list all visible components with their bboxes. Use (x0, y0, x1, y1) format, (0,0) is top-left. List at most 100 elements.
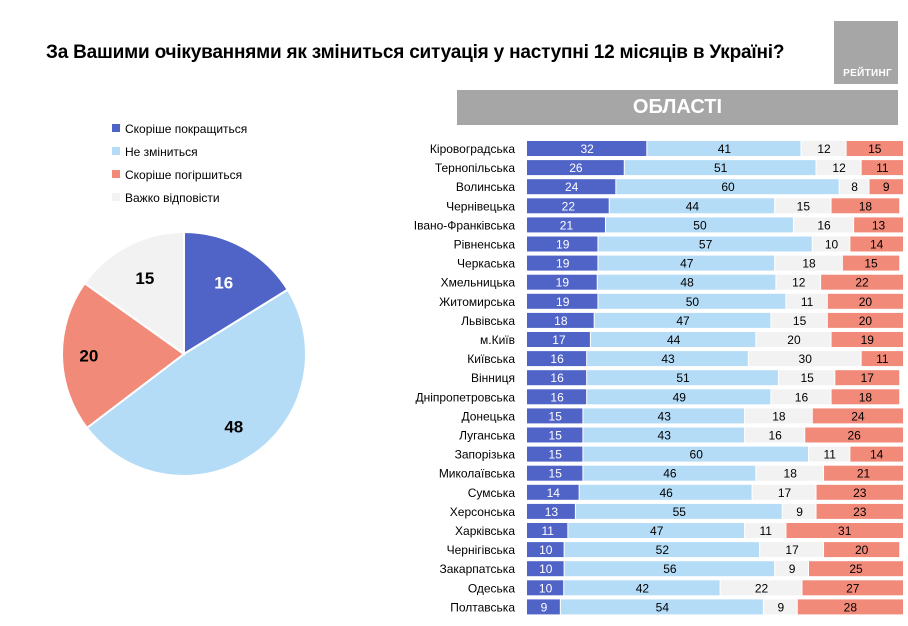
bar-segment (583, 427, 745, 443)
bar-value-label: 50 (686, 295, 700, 309)
bar-segment (835, 370, 900, 386)
bar-value-label: 18 (554, 314, 568, 328)
legend-item: Скоріше погіршиться (112, 167, 247, 190)
bar-segment (816, 484, 903, 500)
bar-segment (821, 274, 903, 290)
bar-value-label: 43 (661, 352, 675, 366)
bar-value-label: 22 (755, 581, 769, 595)
bar-segment (778, 370, 835, 386)
bar-value-label: 47 (680, 257, 694, 271)
bar-value-label: 20 (859, 314, 873, 328)
bar-value-label: 15 (868, 142, 882, 156)
legend-item: Не зміниться (112, 144, 247, 167)
bar-segment (560, 599, 763, 615)
bar-segment (583, 446, 808, 462)
bar-value-label: 21 (560, 218, 574, 232)
bar-value-label: 15 (549, 467, 563, 481)
bar-segment (809, 446, 850, 462)
bar-segment (527, 523, 568, 538)
pie-slice (83, 230, 185, 356)
bar-value-label: 14 (870, 448, 884, 462)
bar-segment (786, 293, 827, 309)
pie-slice (183, 230, 290, 356)
bar-segment (583, 465, 756, 481)
row-label: Донецька (461, 409, 515, 423)
bar-segment (527, 389, 587, 405)
row-label: Харківська (455, 524, 515, 538)
bar-segment (824, 465, 903, 481)
bar-value-label: 55 (673, 505, 687, 519)
bar-value-label: 20 (859, 295, 873, 309)
bar-value-label: 41 (718, 142, 732, 156)
bar-segment (527, 351, 587, 367)
bar-value-label: 47 (676, 314, 690, 328)
bar-segment (609, 198, 775, 214)
bar-value-label: 49 (673, 390, 687, 404)
row-label: Рівненська (454, 238, 516, 252)
bar-segment (831, 332, 903, 347)
bar-segment (816, 503, 903, 519)
bar-segment (527, 179, 616, 195)
bar-value-label: 50 (693, 218, 707, 232)
bar-value-label: 9 (883, 180, 890, 194)
bar-value-label: 19 (556, 295, 570, 309)
bar-value-label: 20 (787, 333, 801, 347)
bar-value-label: 11 (876, 352, 889, 366)
bar-segment (745, 408, 812, 424)
bar-value-label: 15 (549, 429, 563, 443)
bar-segment (720, 580, 802, 596)
bar-segment (575, 503, 782, 519)
bar-segment (839, 179, 869, 195)
pie-slice (61, 281, 186, 430)
pie-slice-label: 20 (79, 347, 98, 366)
bar-value-label: 17 (861, 371, 875, 385)
bar-segment (587, 351, 748, 367)
row-label: Луганська (459, 429, 515, 443)
bar-segment (802, 580, 903, 596)
bar-segment (527, 293, 598, 309)
bar-segment (797, 599, 903, 615)
bar-segment (850, 446, 903, 462)
bar-segment (756, 465, 824, 481)
row-label: Миколаївська (439, 467, 516, 481)
bar-segment (775, 255, 842, 271)
bar-segment (527, 599, 560, 615)
bar-value-label: 19 (556, 257, 570, 271)
bar-segment (775, 561, 808, 577)
bar-value-label: 14 (870, 238, 884, 252)
bar-segment (809, 561, 903, 577)
bar-segment (527, 542, 564, 558)
bar-segment (748, 351, 861, 367)
bar-segment (776, 274, 821, 290)
bar-segment (647, 141, 801, 156)
bar-value-label: 24 (851, 409, 865, 423)
bar-value-label: 9 (796, 505, 803, 519)
bar-segment (598, 236, 812, 252)
bar-value-label: 11 (876, 161, 889, 175)
bar-segment (616, 179, 839, 195)
bar-value-label: 11 (541, 524, 554, 538)
bar-value-label: 11 (760, 524, 773, 538)
bar-value-label: 12 (832, 161, 846, 175)
bar-value-label: 47 (650, 524, 664, 538)
bar-value-label: 19 (861, 333, 875, 347)
bar-value-label: 28 (844, 600, 858, 614)
bar-segment (786, 523, 903, 538)
bar-value-label: 44 (667, 333, 681, 347)
row-label: м.Київ (480, 333, 515, 347)
bar-segment (587, 370, 778, 386)
row-label: Одеська (468, 581, 516, 595)
bar-value-label: 52 (656, 543, 670, 557)
bar-value-label: 18 (802, 257, 816, 271)
bar-segment (760, 542, 824, 558)
legend-swatch (112, 169, 120, 178)
bar-value-label: 60 (690, 448, 704, 462)
bar-value-label: 56 (663, 562, 677, 576)
bar-value-label: 19 (556, 238, 570, 252)
bar-value-label: 15 (793, 314, 807, 328)
bar-segment (827, 293, 903, 309)
bar-value-label: 17 (552, 333, 566, 347)
bar-segment (564, 580, 720, 596)
bar-segment (527, 370, 587, 386)
row-label: Черкаська (457, 257, 515, 271)
